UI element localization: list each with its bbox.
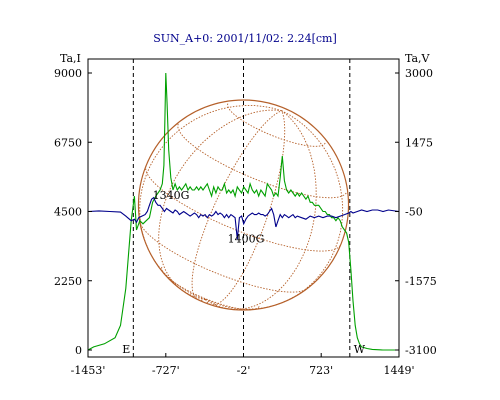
x-tick-label: -2' [237,364,251,377]
left-tick-label: 4500 [54,206,82,219]
east-limb-label: E [122,343,130,356]
series-line-polarization [87,196,400,240]
latitude-line [145,165,342,252]
x-tick-label: -727' [152,364,180,377]
left-tick-label: 0 [75,344,82,357]
right-tick-label: 1475 [405,136,433,149]
annotations: 1340G 1400G E W [122,189,366,356]
latitude-line [227,103,326,147]
latitude-line [139,218,310,293]
longitude-line [205,110,344,310]
left-tick-label: 9000 [54,67,82,80]
west-limb-label: W [354,343,366,356]
latitude-line [161,266,260,311]
left-tick-label: 2250 [54,275,82,288]
vertical-markers [132,59,351,357]
x-tick-label: 723' [309,364,333,377]
axis-ticks: 9000 3000 6750 1475 4500 -50 2250 -1575 0 -3100 -1… [54,67,437,377]
chart-title: SUN_A+0: 2001/11/02: 2.24[cm] [153,32,337,45]
right-tick-label: -50 [405,206,423,219]
right-tick-label: 3000 [405,67,433,80]
right-tick-label: -1575 [405,275,437,288]
longitude-line [191,110,282,301]
solar-limb [137,99,350,311]
series-lines [87,72,400,351]
left-tick-label: 6750 [54,136,82,149]
series-line-intensity [87,72,399,351]
field-annotation: 1400G [228,232,265,245]
left-axis-label: Ta,I [60,52,81,65]
longitude-line [158,109,282,300]
latitude-line [177,123,348,199]
longitude-line [205,110,286,306]
right-axis-label: Ta,V [405,52,431,65]
field-annotation: 1340G [153,189,190,202]
x-tick-label: -1453' [71,364,106,377]
right-tick-label: -3100 [405,344,437,357]
x-tick-label: 1449' [383,364,414,377]
longitude-line [139,105,282,300]
solar-disk [137,99,350,311]
longitude-line [205,110,317,310]
